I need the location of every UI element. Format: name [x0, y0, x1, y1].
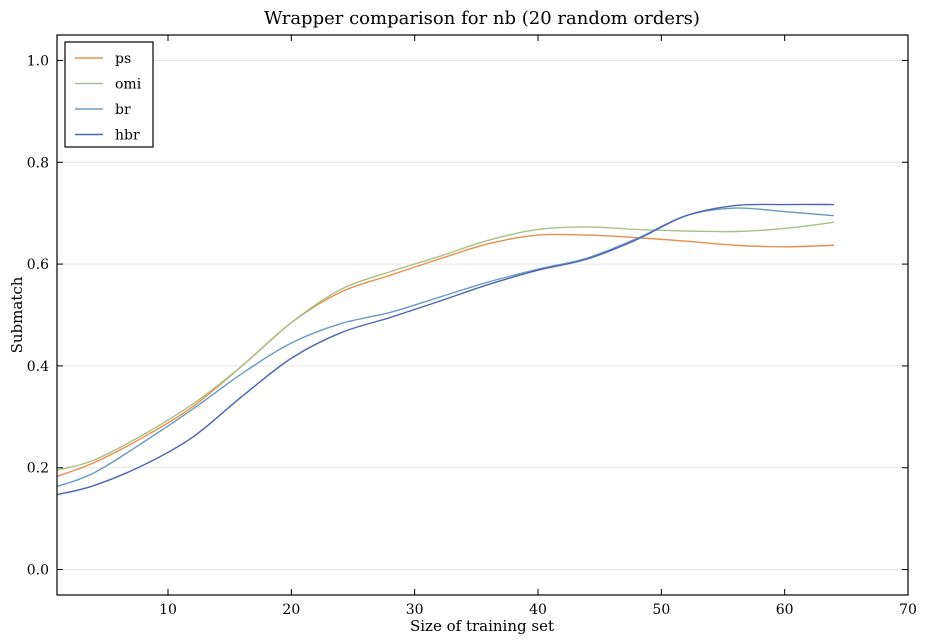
ticks: 0.0 0.2 0.4 0.6 0.8 1.0 10 20 30 40 50 60 70	[27, 35, 917, 618]
series-line-ps	[56, 233, 835, 478]
series-line-hbr	[56, 203, 835, 496]
legend: ps omi br hbr	[64, 41, 154, 148]
series-line-omi	[56, 221, 835, 471]
x-tick-label: 10	[159, 602, 177, 618]
y-tick-label: 0.8	[27, 155, 49, 171]
x-tick-label: 30	[406, 602, 424, 618]
y-tick-label: 1.0	[27, 53, 49, 69]
y-tick-label: 0.6	[27, 257, 49, 273]
series-line-br	[56, 207, 835, 488]
x-tick-label: 40	[529, 602, 547, 618]
y-tick-label: 0.2	[27, 461, 49, 477]
x-axis-label: Size of training set	[410, 617, 554, 635]
legend-label-omi: omi	[115, 77, 142, 93]
x-tick-label: 60	[776, 602, 794, 618]
legend-label-hbr: hbr	[115, 128, 140, 144]
legend-label-br: br	[115, 102, 131, 118]
grid-lines	[57, 59, 908, 571]
x-tick-label: 50	[652, 602, 670, 618]
plot-frame	[56, 34, 909, 596]
chart-title: Wrapper comparison for nb (20 random ord…	[264, 8, 700, 29]
legend-box	[64, 41, 154, 148]
y-tick-label: 0.4	[27, 359, 49, 375]
y-tick-label: 0.0	[27, 563, 49, 579]
y-axis-label: Submatch	[8, 276, 26, 353]
legend-label-ps: ps	[115, 51, 131, 67]
x-tick-label: 70	[899, 602, 917, 618]
x-tick-label: 20	[282, 602, 300, 618]
series-lines	[56, 203, 835, 496]
